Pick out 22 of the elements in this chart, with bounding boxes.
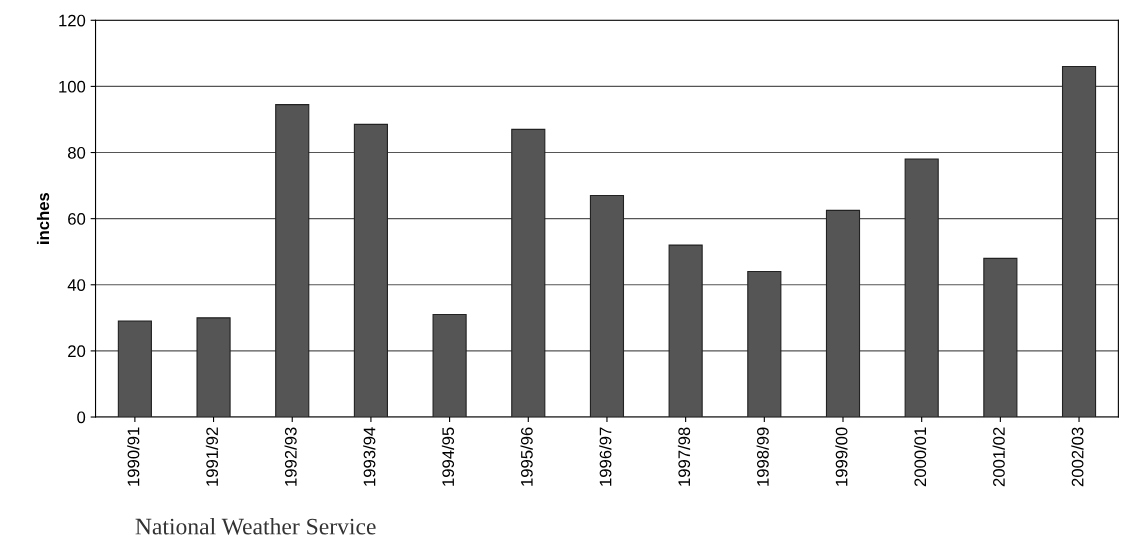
- y-tick-label: 60: [68, 213, 86, 225]
- y-tick-label: 0: [77, 411, 86, 424]
- y-tick-label: 20: [68, 345, 86, 358]
- x-tick-label: 1995/96: [520, 427, 533, 486]
- x-tick-label: 1990/91: [127, 427, 140, 486]
- y-tick-label: 40: [67, 279, 86, 291]
- x-tick-label: 2002/03: [1071, 427, 1084, 487]
- text: National Weather Service: [135, 517, 376, 535]
- y-tick-label: 80: [68, 146, 86, 159]
- y-tick-label: 120: [59, 14, 86, 27]
- x-tick-label: 1991/92: [205, 427, 219, 486]
- x-tick-label: 1997/98: [677, 427, 691, 486]
- x-tick-label: 1994/95: [441, 427, 455, 486]
- x-tick-label: 2001/02: [992, 427, 1005, 487]
- x-tick-label: 1993/94: [363, 427, 376, 486]
- x-tick-label: 2000/01: [913, 427, 927, 487]
- y-axis-title: inches: [36, 192, 50, 244]
- x-tick-label: 1992/93: [284, 427, 297, 486]
- x-tick-label: 1999/00: [835, 427, 848, 486]
- y-tick-label: 100: [59, 80, 86, 93]
- x-tick-label: 1996/97: [599, 427, 612, 486]
- x-tick-label: 1998/99: [756, 427, 769, 486]
